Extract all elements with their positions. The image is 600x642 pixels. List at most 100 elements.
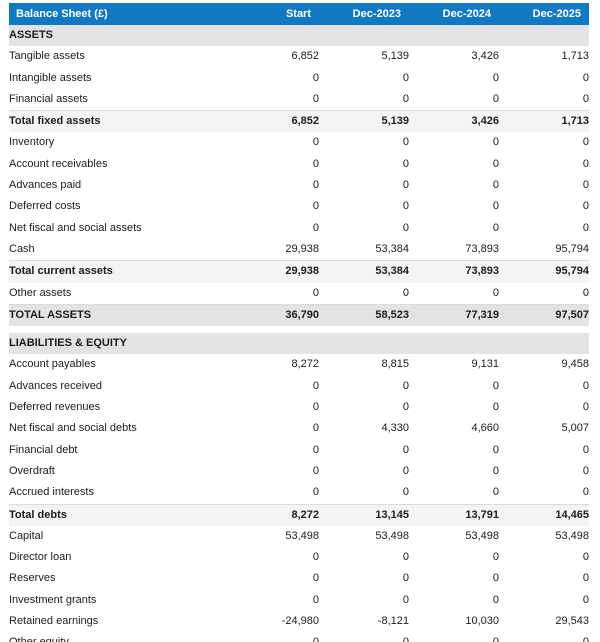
cell-dec-2024: 77,319	[409, 303, 499, 327]
table-row-advances-paid: Advances paid 0 0 0 0	[9, 175, 589, 197]
row-label: Investment grants	[9, 593, 97, 606]
cell-dec-2024: 0	[492, 379, 499, 392]
cell-dec-2023: 0	[402, 136, 409, 149]
cell-dec-2023: 0	[402, 71, 409, 84]
cell-dec-2024: 9,131	[471, 358, 499, 371]
cell-start: 0	[312, 286, 319, 299]
cell-start: -24,980	[281, 615, 319, 628]
cell-dec-2025: 97,507	[499, 303, 589, 327]
row-label: Other assets	[9, 286, 72, 299]
cell-dec-2023: 5,139	[319, 110, 409, 133]
cell-dec-2024: 53,498	[465, 529, 499, 542]
section-row-assets: ASSETS	[9, 25, 589, 47]
row-label: Other equity	[9, 632, 229, 642]
cell-start: 0	[312, 486, 319, 499]
row-label: Financial debt	[9, 443, 78, 456]
cell-dec-2024: 0	[492, 200, 499, 213]
cell-dec-2024: 0	[492, 401, 499, 414]
table-row-retained-earnings: Retained earnings -24,980 -8,121 10,030 29,5…	[9, 611, 589, 633]
cell-start: 36,790	[229, 303, 319, 327]
cell-start: 0	[312, 157, 319, 170]
cell-dec-2024: 3,426	[409, 110, 499, 133]
cell-start: 29,938	[285, 242, 319, 255]
cell-dec-2025: 14,465	[499, 503, 589, 526]
cell-dec-2023: 8,815	[381, 358, 409, 371]
cell-dec-2023: 0	[402, 286, 409, 299]
cell-dec-2025: 0	[582, 443, 589, 456]
table-row-deferred-revenues: Deferred revenues 0 0 0 0	[9, 397, 589, 419]
table-row-reserves: Reserves 0 0 0 0	[9, 568, 589, 590]
table-row-net-fiscal-and-social-assets: Net fiscal and social assets 0 0 0 0	[9, 217, 589, 239]
cell-dec-2024: 0	[492, 443, 499, 456]
row-label: Director loan	[9, 551, 72, 564]
total-row-total-assets: TOTAL ASSETS 36,790 58,523 77,319 97,507	[9, 303, 589, 327]
cell-dec-2024: 0	[492, 551, 499, 564]
cell-start: 0	[312, 379, 319, 392]
cell-dec-2025: 0	[582, 157, 589, 170]
cell-dec-2024	[409, 333, 499, 354]
cell-dec-2024	[409, 25, 499, 46]
cell-dec-2025	[499, 25, 589, 46]
cell-dec-2023: 0	[402, 379, 409, 392]
cell-dec-2024: 0	[492, 71, 499, 84]
cell-start	[229, 25, 319, 46]
cell-dec-2024: 0	[492, 464, 499, 477]
table-body: ASSETS Tangible assets 6,852 5,139 3,426 1,71…	[9, 25, 589, 642]
row-label: Deferred revenues	[9, 401, 101, 414]
cell-dec-2024: 0	[492, 136, 499, 149]
cell-dec-2023: 0	[402, 200, 409, 213]
cell-dec-2025	[499, 333, 589, 354]
cell-dec-2025: 0	[582, 572, 589, 585]
cell-dec-2025: 0	[582, 379, 589, 392]
table-row-other-equity: Other equity0000	[9, 632, 589, 642]
cell-start: 0	[229, 632, 319, 642]
row-label: Total debts	[9, 503, 229, 526]
table-row-cash: Cash 29,938 53,384 73,893 95,794	[9, 238, 589, 261]
cell-dec-2025: 95,794	[499, 260, 589, 283]
cell-dec-2023: 0	[402, 486, 409, 499]
row-label: Account payables	[9, 358, 96, 371]
cell-start: 0	[312, 136, 319, 149]
cell-dec-2023: 53,384	[319, 260, 409, 283]
table-row-director-loan: Director loan 0 0 0 0	[9, 547, 589, 569]
cell-start: 0	[312, 92, 319, 105]
spacer-cell	[9, 326, 589, 333]
subtotal-row-total-current-assets: Total current assets 29,938 53,384 73,893 95…	[9, 260, 589, 283]
cell-start: 29,938	[229, 260, 319, 283]
cell-dec-2023: 0	[402, 572, 409, 585]
cell-dec-2023: 0	[319, 632, 409, 642]
subtotal-row-total-debts: Total debts 8,272 13,145 13,791 14,465	[9, 503, 589, 526]
cell-dec-2023	[319, 333, 409, 354]
header-col-dec-2025: Dec-2025	[532, 8, 581, 20]
row-label: Total current assets	[9, 260, 229, 283]
header-row: Balance Sheet (£) Start Dec-2023 Dec-202…	[9, 3, 589, 25]
cell-dec-2023: 0	[402, 179, 409, 192]
row-label: Total fixed assets	[9, 110, 229, 133]
cell-dec-2025: 5,007	[561, 422, 589, 435]
cell-dec-2025: 53,498	[555, 529, 589, 542]
cell-dec-2025: 0	[582, 486, 589, 499]
cell-start: 0	[312, 593, 319, 606]
cell-start: 0	[312, 572, 319, 585]
cell-start: 0	[312, 443, 319, 456]
subtotal-row-total-fixed-assets: Total fixed assets 6,852 5,139 3,426 1,713	[9, 110, 589, 133]
cell-dec-2024: 4,660	[471, 422, 499, 435]
cell-dec-2024: 0	[492, 157, 499, 170]
cell-dec-2025: 95,794	[555, 242, 589, 255]
cell-dec-2025: 0	[582, 136, 589, 149]
table-row-overdraft: Overdraft 0 0 0 0	[9, 460, 589, 483]
cell-dec-2023: 53,384	[375, 242, 409, 255]
table-row-financial-debt: Financial debt 0 0 0 0	[9, 439, 589, 461]
row-label: Account receivables	[9, 157, 108, 170]
cell-start: 8,272	[291, 358, 319, 371]
cell-dec-2023: 5,139	[381, 50, 409, 63]
cell-start: 0	[312, 464, 319, 477]
cell-start: 0	[312, 551, 319, 564]
cell-dec-2024: 13,791	[409, 503, 499, 526]
cell-dec-2023: 53,498	[375, 529, 409, 542]
cell-dec-2024: 0	[492, 286, 499, 299]
row-label: Net fiscal and social debts	[9, 422, 137, 435]
cell-start: 0	[312, 71, 319, 84]
cell-dec-2025: 1,713	[499, 110, 589, 133]
